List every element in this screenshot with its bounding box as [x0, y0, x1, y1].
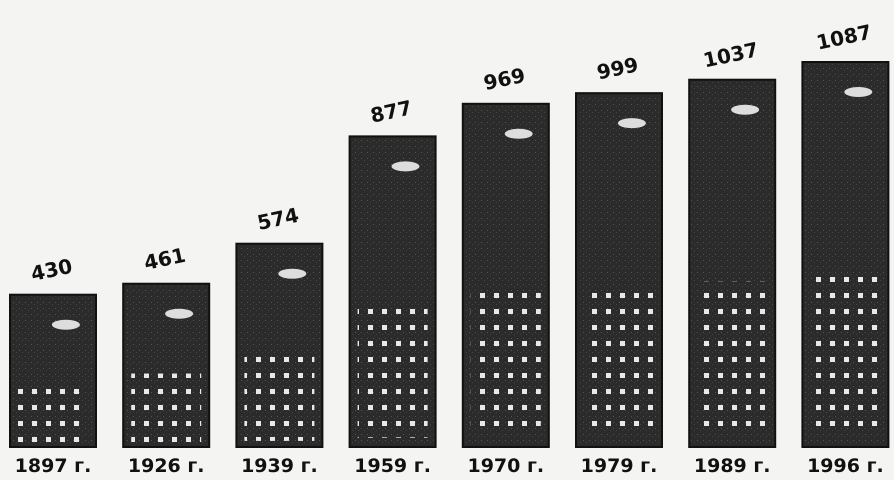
- cloud: [278, 268, 307, 279]
- cloud: [165, 308, 194, 319]
- x-tick-label: 1979 г.: [581, 455, 658, 477]
- windows: [470, 292, 541, 437]
- x-tick-label: 1926 г.: [128, 455, 205, 477]
- building: [235, 242, 324, 448]
- x-tick-label: 1959 г.: [354, 455, 431, 477]
- cloud: [731, 104, 760, 115]
- building: [348, 135, 437, 448]
- windows: [18, 378, 88, 443]
- value-label: 461: [142, 243, 188, 275]
- value-label: 1087: [814, 20, 873, 55]
- value-label: 969: [481, 63, 527, 95]
- cloud: [504, 128, 533, 139]
- cloud: [617, 118, 646, 129]
- windows: [244, 355, 315, 441]
- x-tick-label: 1897 г.: [15, 455, 92, 477]
- x-tick-label: 1970 г.: [467, 455, 544, 477]
- windows: [810, 273, 881, 436]
- windows: [697, 281, 768, 436]
- cloud: [51, 319, 80, 330]
- x-tick-label: 1989 г.: [694, 455, 771, 477]
- cloud: [391, 161, 420, 172]
- windows: [584, 287, 654, 437]
- value-label: 1037: [701, 37, 760, 72]
- value-label: 430: [29, 254, 75, 286]
- x-tick-label: 1996 г.: [807, 455, 884, 477]
- building: [9, 293, 97, 449]
- building: [461, 102, 550, 449]
- value-label: 574: [255, 203, 301, 235]
- building: [122, 282, 211, 448]
- building: [801, 61, 890, 448]
- value-label: 999: [595, 52, 641, 84]
- cloud: [844, 87, 873, 97]
- value-label: 877: [368, 95, 414, 127]
- x-tick-label: 1939 г.: [241, 455, 318, 477]
- building: [688, 78, 777, 448]
- building: [575, 92, 663, 448]
- windows: [357, 307, 428, 438]
- windows: [131, 373, 202, 443]
